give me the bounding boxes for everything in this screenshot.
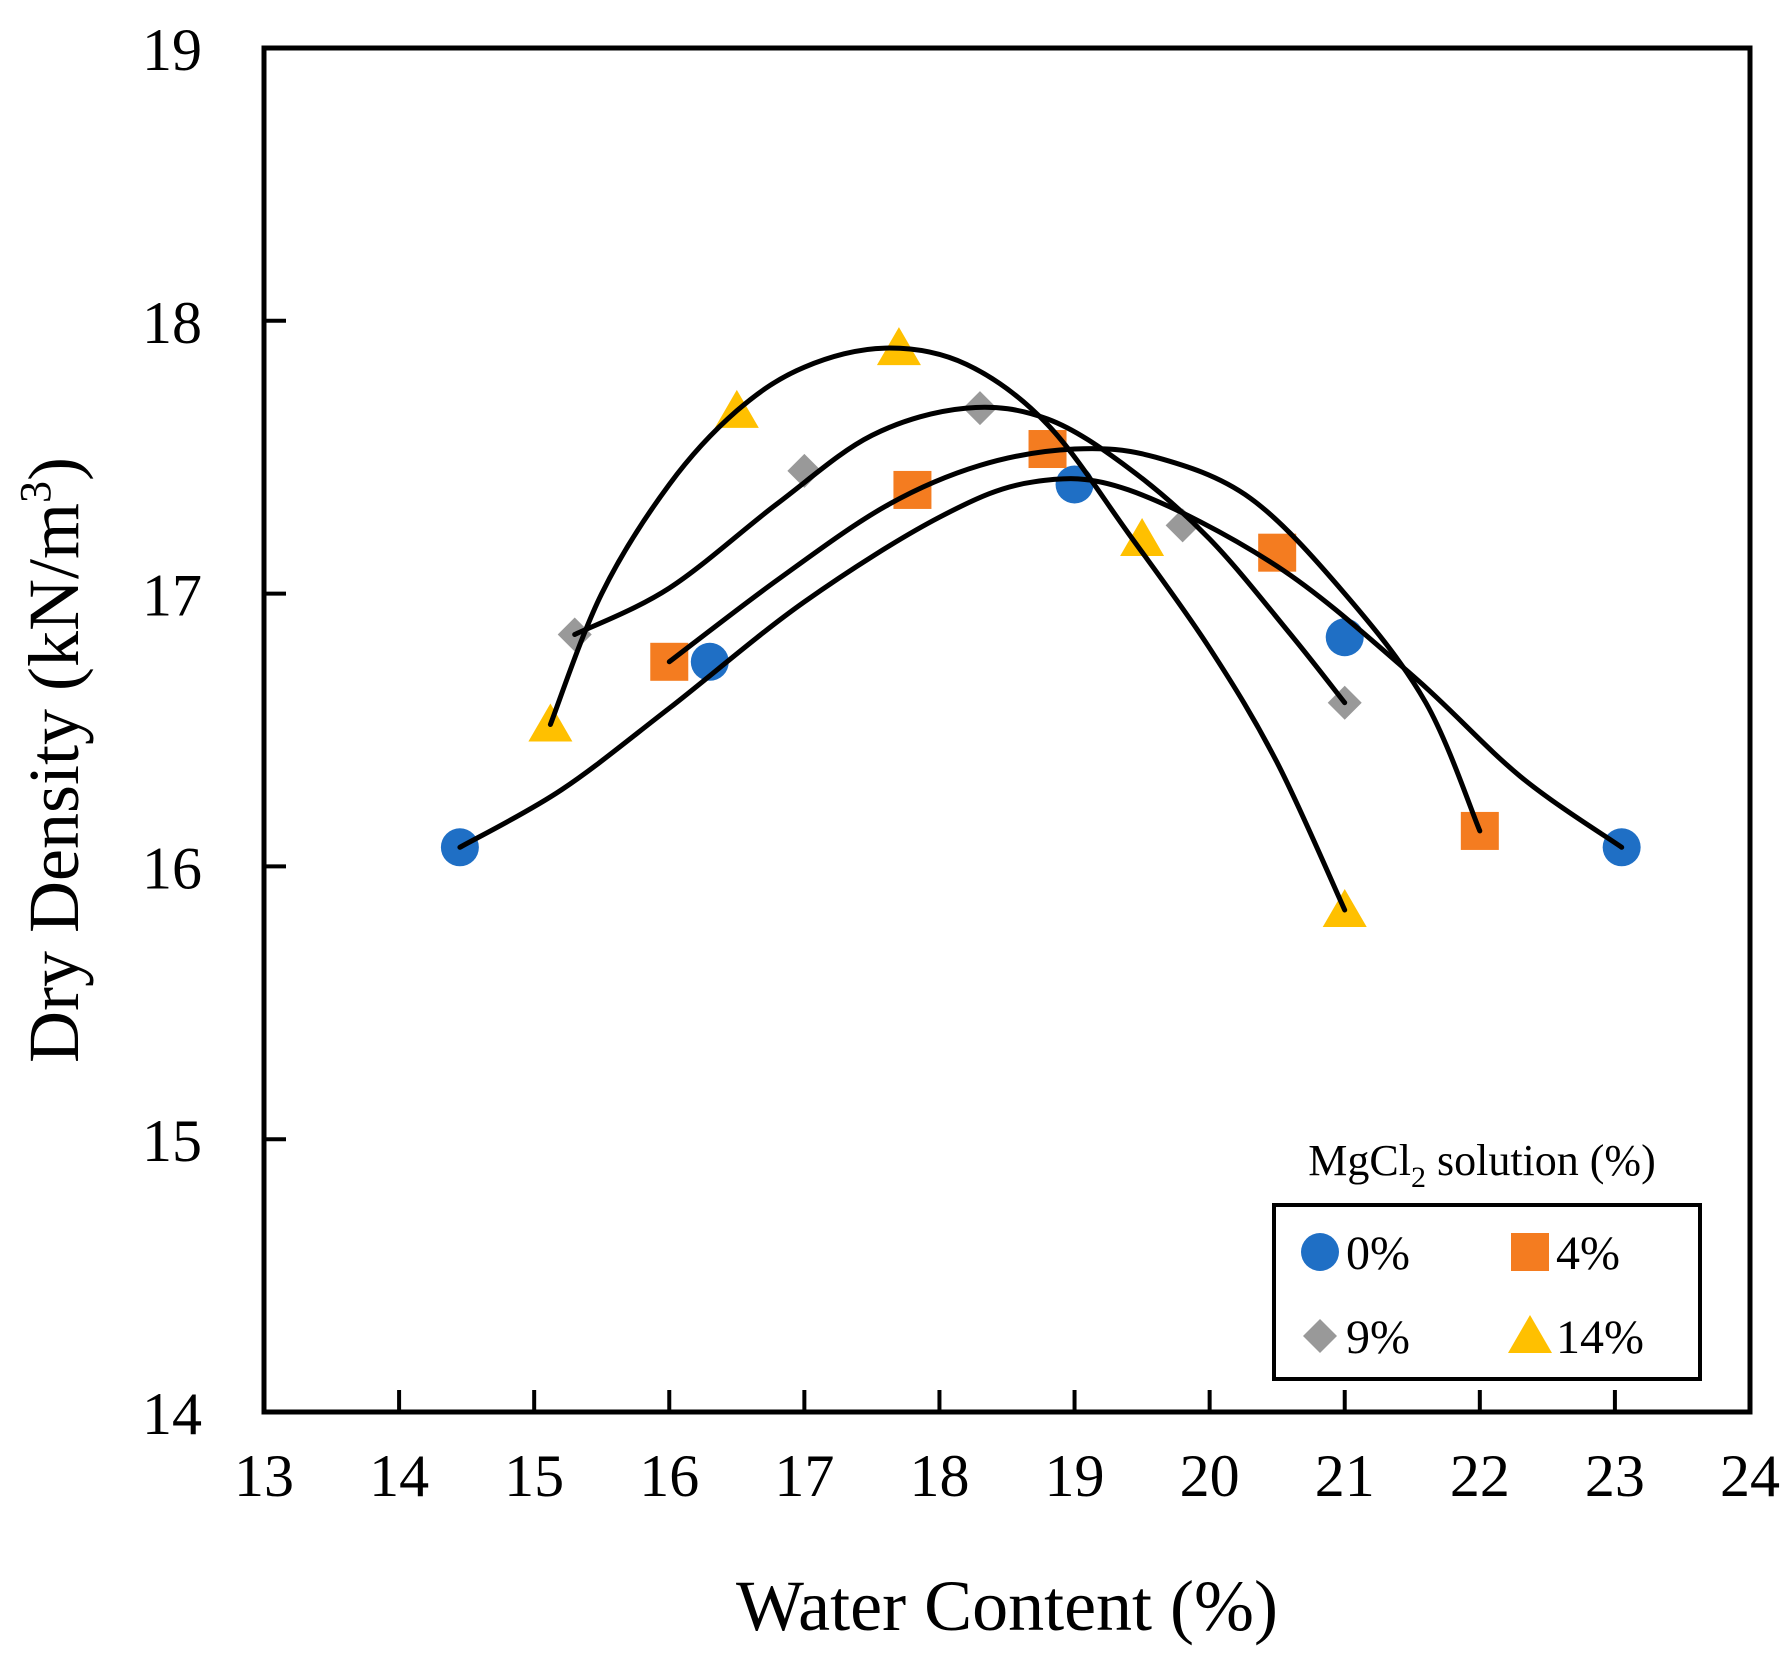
data-point xyxy=(787,453,822,488)
legend-label: 4% xyxy=(1556,1227,1620,1280)
x-tick-label: 23 xyxy=(1585,1443,1645,1509)
y-axis-title: Dry Density (kN/m3) xyxy=(11,457,94,1063)
data-point xyxy=(690,642,729,681)
series-circle xyxy=(440,465,1641,867)
legend-marker xyxy=(1511,1233,1549,1271)
series-triangle xyxy=(528,327,1367,928)
legend-label: 14% xyxy=(1556,1311,1644,1364)
legend-label: 9% xyxy=(1346,1311,1410,1364)
legend-title: MgCl2 solution (%) xyxy=(1308,1136,1655,1194)
legend-title-rest: solution (%) xyxy=(1426,1136,1656,1185)
legend-title-subscript: 2 xyxy=(1411,1161,1426,1194)
x-tick-label: 21 xyxy=(1315,1443,1375,1509)
data-point xyxy=(1055,465,1094,504)
legend-box xyxy=(1272,1203,1702,1381)
y-tick-label: 17 xyxy=(142,563,202,629)
x-tick-label: 19 xyxy=(1045,1443,1105,1509)
y-axis-title-main: Dry Density (kN/m xyxy=(14,503,94,1063)
y-tick-label: 19 xyxy=(142,17,202,83)
plot-area-frame xyxy=(261,45,1753,1415)
x-tick-label: 16 xyxy=(639,1443,699,1509)
x-tick-label: 22 xyxy=(1450,1443,1510,1509)
x-tick-label: 14 xyxy=(369,1443,429,1509)
x-tick-label: 24 xyxy=(1720,1443,1780,1509)
y-tick-label: 18 xyxy=(142,290,202,356)
data-point xyxy=(1325,618,1364,657)
x-tick-label: 17 xyxy=(774,1443,834,1509)
y-axis-ticks: 14 15 16 17 18 19 xyxy=(142,17,286,1447)
fit-curve xyxy=(572,404,1348,706)
fit-curve xyxy=(666,446,1483,834)
x-axis-ticks: 13 14 15 16 17 18 19 20 21 22 23 24 xyxy=(234,1390,1780,1509)
y-tick-label: 15 xyxy=(142,1108,202,1174)
data-point xyxy=(1120,518,1165,557)
legend: 0% 4% 9% 14% xyxy=(1272,1203,1702,1381)
x-tick-label: 13 xyxy=(234,1443,294,1509)
x-tick-label: 18 xyxy=(909,1443,969,1509)
y-axis-title-close: ) xyxy=(14,457,94,481)
legend-marker xyxy=(1508,1315,1552,1353)
marks-layer xyxy=(440,327,1641,928)
y-tick-label: 16 xyxy=(142,835,202,901)
legend-label: 0% xyxy=(1346,1227,1410,1280)
legend-title-main: MgCl xyxy=(1308,1136,1411,1185)
x-tick-label: 15 xyxy=(504,1443,564,1509)
legend-marker xyxy=(1301,1233,1339,1271)
legend-marker xyxy=(1303,1319,1337,1353)
x-axis-title: Water Content (%) xyxy=(736,1566,1278,1646)
y-tick-label: 14 xyxy=(142,1381,202,1447)
fit-curve xyxy=(547,345,1348,913)
x-tick-label: 20 xyxy=(1180,1443,1240,1509)
fit-curve xyxy=(457,476,1625,850)
y-axis-title-superscript: 3 xyxy=(11,481,60,503)
